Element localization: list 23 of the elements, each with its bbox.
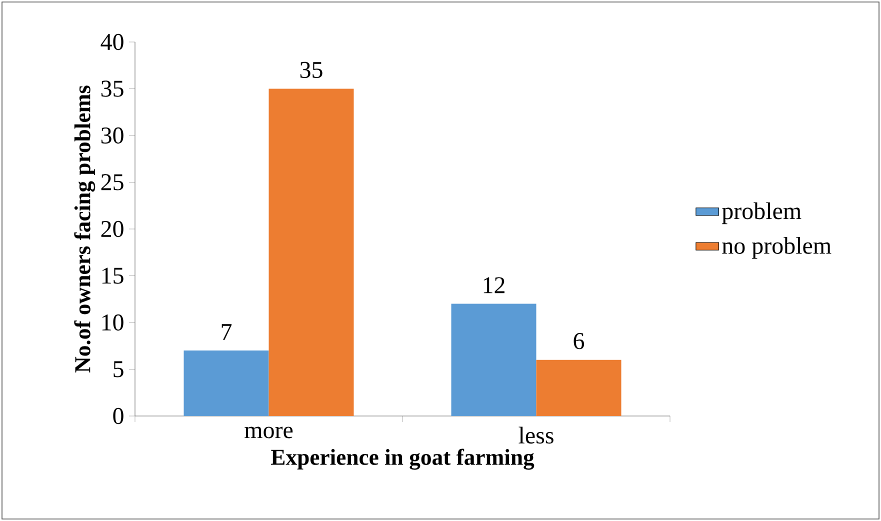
y-tick-label: 10	[102, 314, 124, 331]
y-tick-label: 0	[113, 408, 124, 424]
x-axis-title: Experience in goat farming	[271, 448, 534, 470]
data-label: 12	[484, 277, 504, 294]
bar	[536, 360, 622, 416]
y-axis-title: No.of owners facing problems	[74, 86, 96, 373]
y-tick-label: 40	[100, 34, 124, 50]
bar	[451, 304, 536, 416]
bar	[268, 88, 354, 416]
y-tick-label: 30	[101, 127, 124, 144]
y-tick-label: 20	[101, 220, 124, 238]
data-label: 35	[300, 62, 322, 78]
legend-label: problem	[722, 202, 802, 224]
x-tick-label: more	[244, 426, 293, 438]
y-tick-label: 5	[114, 361, 124, 378]
y-tick-label: 15	[102, 268, 124, 284]
bar	[184, 350, 269, 416]
data-label: 7	[222, 324, 232, 340]
x-tick-label: less	[518, 426, 554, 444]
y-tick-label: 35	[101, 80, 124, 97]
y-tick-label: 25	[101, 174, 124, 190]
legend-label: no problem	[722, 236, 832, 259]
data-label: 6	[574, 333, 584, 350]
